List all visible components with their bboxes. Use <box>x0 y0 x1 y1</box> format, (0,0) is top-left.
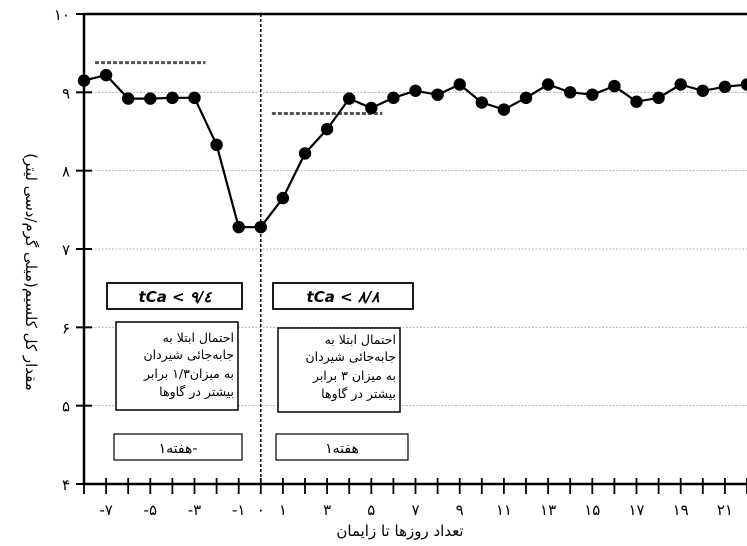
post-tca-box <box>272 282 414 310</box>
x-tick-label: -۵ <box>144 501 157 519</box>
x-tick-label: ۵ <box>367 501 375 519</box>
pre-risk-box <box>115 321 239 411</box>
data-point <box>365 101 378 115</box>
data-point <box>320 122 334 136</box>
data-point <box>541 78 555 91</box>
post-tca-label: tCa < ۸/۸ <box>307 288 381 306</box>
pre-tca-box <box>106 282 243 310</box>
pre-tca-label: tCa < ۹/٤ <box>139 288 213 306</box>
data-point <box>519 91 533 105</box>
post-risk-line-4: بیشتر در گاوها <box>321 386 396 402</box>
data-point <box>188 91 201 105</box>
data-point <box>564 86 577 99</box>
pre-risk-line-4: بیشتر در گاوها <box>159 384 234 400</box>
x-tick-label: -۱ <box>232 501 245 519</box>
y-tick-label: ۹ <box>62 84 70 102</box>
pre-risk-line-2: جابه‌جائی شیردان <box>144 347 235 363</box>
pre-risk-line-1: احتمال ابتلا به <box>163 330 234 345</box>
x-tick-label: ۱۹ <box>673 501 689 519</box>
data-point <box>630 95 643 108</box>
x-tick-label: -۷ <box>99 501 112 519</box>
data-point <box>166 91 179 105</box>
post-annotation: tCa < ۸/۸ احتمال ابتلا به جابه‌جائی شیرد… <box>272 282 414 461</box>
x-tick-label: ۱ <box>279 501 287 519</box>
x-axis-label: تعداد روزها تا زایمان <box>336 522 463 540</box>
data-point <box>740 78 747 91</box>
data-point <box>99 68 113 82</box>
x-tick-label: ۱۵ <box>584 501 600 519</box>
x-tick-label: -۳ <box>188 501 201 519</box>
data-point <box>77 74 91 87</box>
data-point <box>210 138 223 152</box>
post-week-label: هفته۱ <box>325 441 359 457</box>
data-point <box>497 103 511 116</box>
data-point <box>674 78 687 91</box>
post-risk-box <box>277 327 401 413</box>
y-tick-label: ۸ <box>62 163 70 181</box>
data-point <box>276 191 290 205</box>
data-point <box>232 220 245 234</box>
data-point <box>298 147 312 160</box>
threshold-lines <box>95 61 383 115</box>
y-tick-label: ۷ <box>62 241 70 259</box>
data-point <box>696 84 709 97</box>
x-tick-label: ۷ <box>411 501 419 519</box>
data-point <box>718 80 732 94</box>
post-week-box <box>275 433 409 461</box>
y-tick-label: ۴ <box>62 476 70 494</box>
x-tick-label: ۱۳ <box>540 501 556 519</box>
series-line <box>83 73 747 229</box>
data-point <box>343 92 356 105</box>
post-risk-line-1: احتمال ابتلا به <box>325 332 396 347</box>
x-tick-label: ۲۱ <box>717 501 733 519</box>
pre-week-label: هفته۱- <box>159 441 198 457</box>
pre-annotation: tCa < ۹/٤ احتمال ابتلا به جابه‌جائی شیرد… <box>106 282 243 461</box>
data-point <box>586 88 599 101</box>
pre-risk-line-3: به میزان۱/۳ برابر <box>143 366 234 382</box>
x-tick-label: ۳ <box>323 501 331 519</box>
data-point <box>431 88 444 101</box>
post-risk-line-2: جابه‌جائی شیردان <box>306 349 397 365</box>
series-calcium <box>77 68 747 234</box>
pre-week-box <box>113 433 243 461</box>
data-point <box>652 91 665 105</box>
x-tick-label: ۰ <box>257 501 265 519</box>
data-point <box>475 96 488 109</box>
data-point <box>254 220 267 234</box>
x-tick-label: ۹ <box>456 501 464 519</box>
data-point <box>144 92 157 105</box>
x-tick-label: ۱۱ <box>496 501 512 519</box>
y-tick-label: ۱۰ <box>54 6 70 24</box>
y-tick-label: ۶ <box>62 319 70 337</box>
post-risk-line-3: به میزان ۳ برابر <box>312 368 396 384</box>
y-tick-label: ۵ <box>62 398 70 416</box>
data-point <box>122 92 135 105</box>
data-point <box>608 79 621 93</box>
y-axis-label: مقدار کل کلسیم(میلی گرم/دسی لیتر) <box>22 153 40 391</box>
data-point <box>453 78 466 91</box>
data-point <box>409 84 422 97</box>
data-point <box>387 91 400 105</box>
x-tick-label: ۱۷ <box>628 501 644 519</box>
